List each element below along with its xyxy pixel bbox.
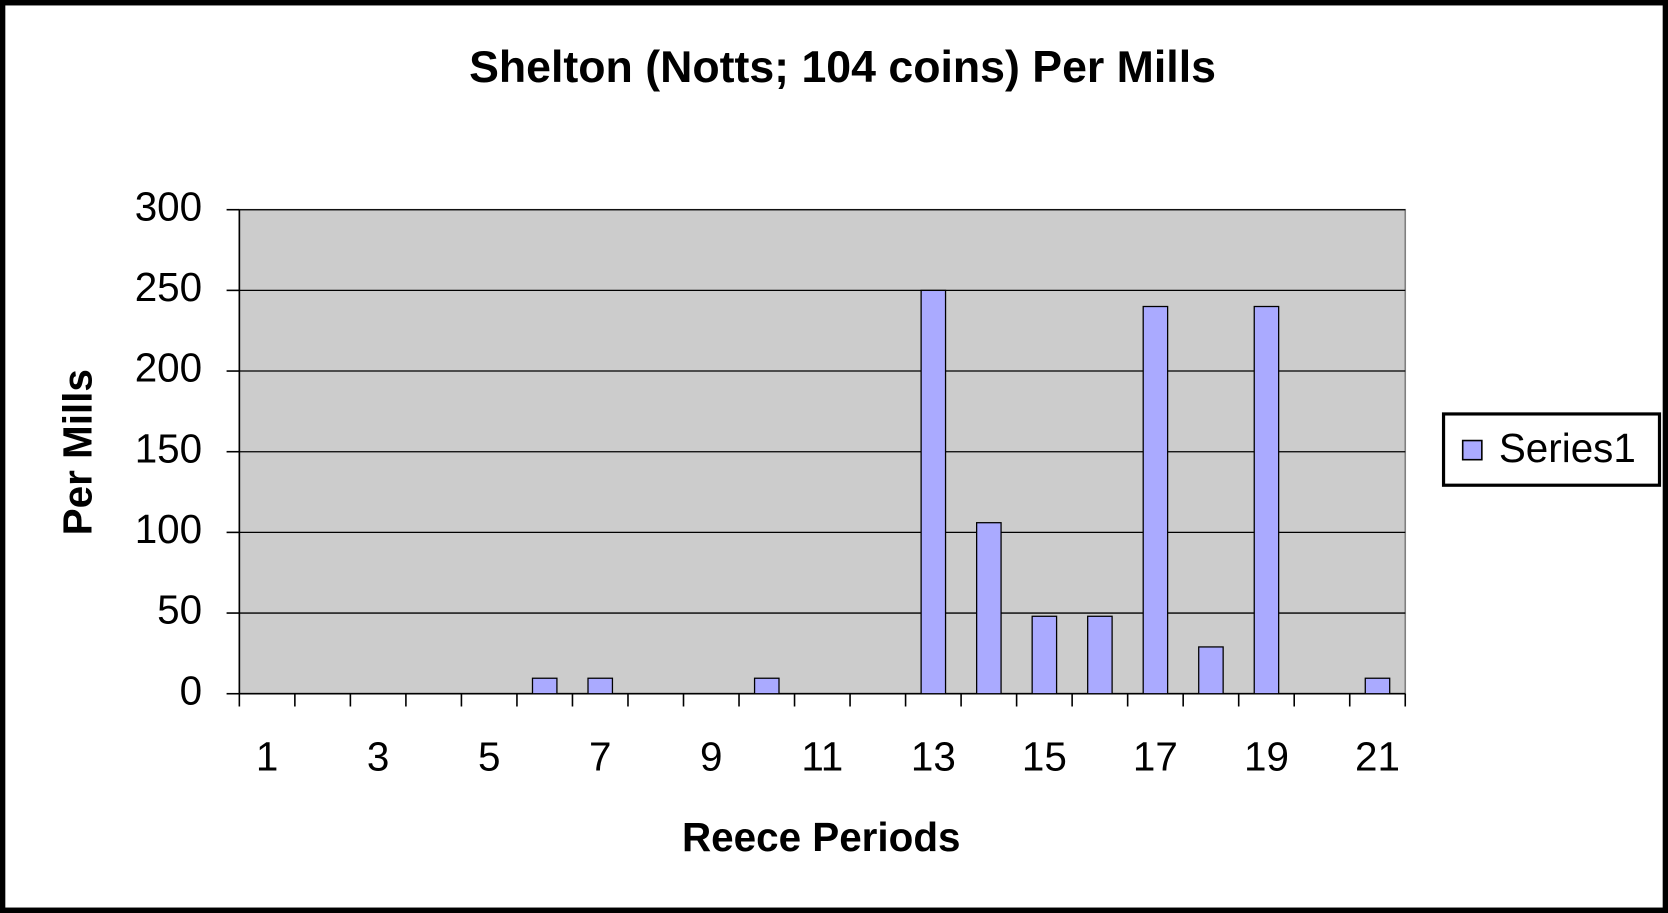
x-axis-label: Reece Periods [682, 814, 961, 860]
y-tick-label: 200 [135, 345, 202, 391]
bar [920, 289, 947, 695]
y-tick-label: 250 [135, 264, 202, 310]
x-tick-label: 7 [589, 733, 611, 779]
x-tick-label: 19 [1244, 733, 1289, 779]
bar [1364, 677, 1391, 695]
y-tick-label: 0 [180, 667, 202, 713]
bar [753, 677, 780, 695]
x-tick-label: 1 [256, 733, 278, 779]
x-tick-label: 9 [700, 733, 722, 779]
x-tick-label: 15 [1022, 733, 1067, 779]
y-tick-label: 300 [135, 183, 202, 229]
y-tick-label: 100 [135, 506, 202, 552]
y-tick-label: 150 [135, 425, 202, 471]
x-tick-label: 3 [367, 733, 389, 779]
bar [1253, 305, 1280, 695]
legend-label: Series1 [1499, 425, 1636, 471]
x-tick-label: 21 [1355, 733, 1400, 779]
bar [1031, 615, 1058, 695]
x-tick-label: 11 [801, 733, 843, 779]
bar [1087, 615, 1113, 695]
x-tick-label: 17 [1133, 733, 1178, 779]
x-tick-label: 5 [478, 733, 500, 779]
bar [976, 522, 1002, 695]
y-axis-label: Per Mills [55, 369, 101, 535]
bar [1198, 646, 1224, 695]
bar [1142, 305, 1169, 695]
chart-title: Shelton (Notts; 104 coins) Per Mills [469, 43, 1216, 92]
y-tick-label: 50 [157, 587, 202, 633]
x-tick-label: 13 [911, 733, 956, 779]
bar [531, 677, 558, 695]
bar [587, 677, 614, 695]
legend-swatch [1461, 439, 1483, 461]
